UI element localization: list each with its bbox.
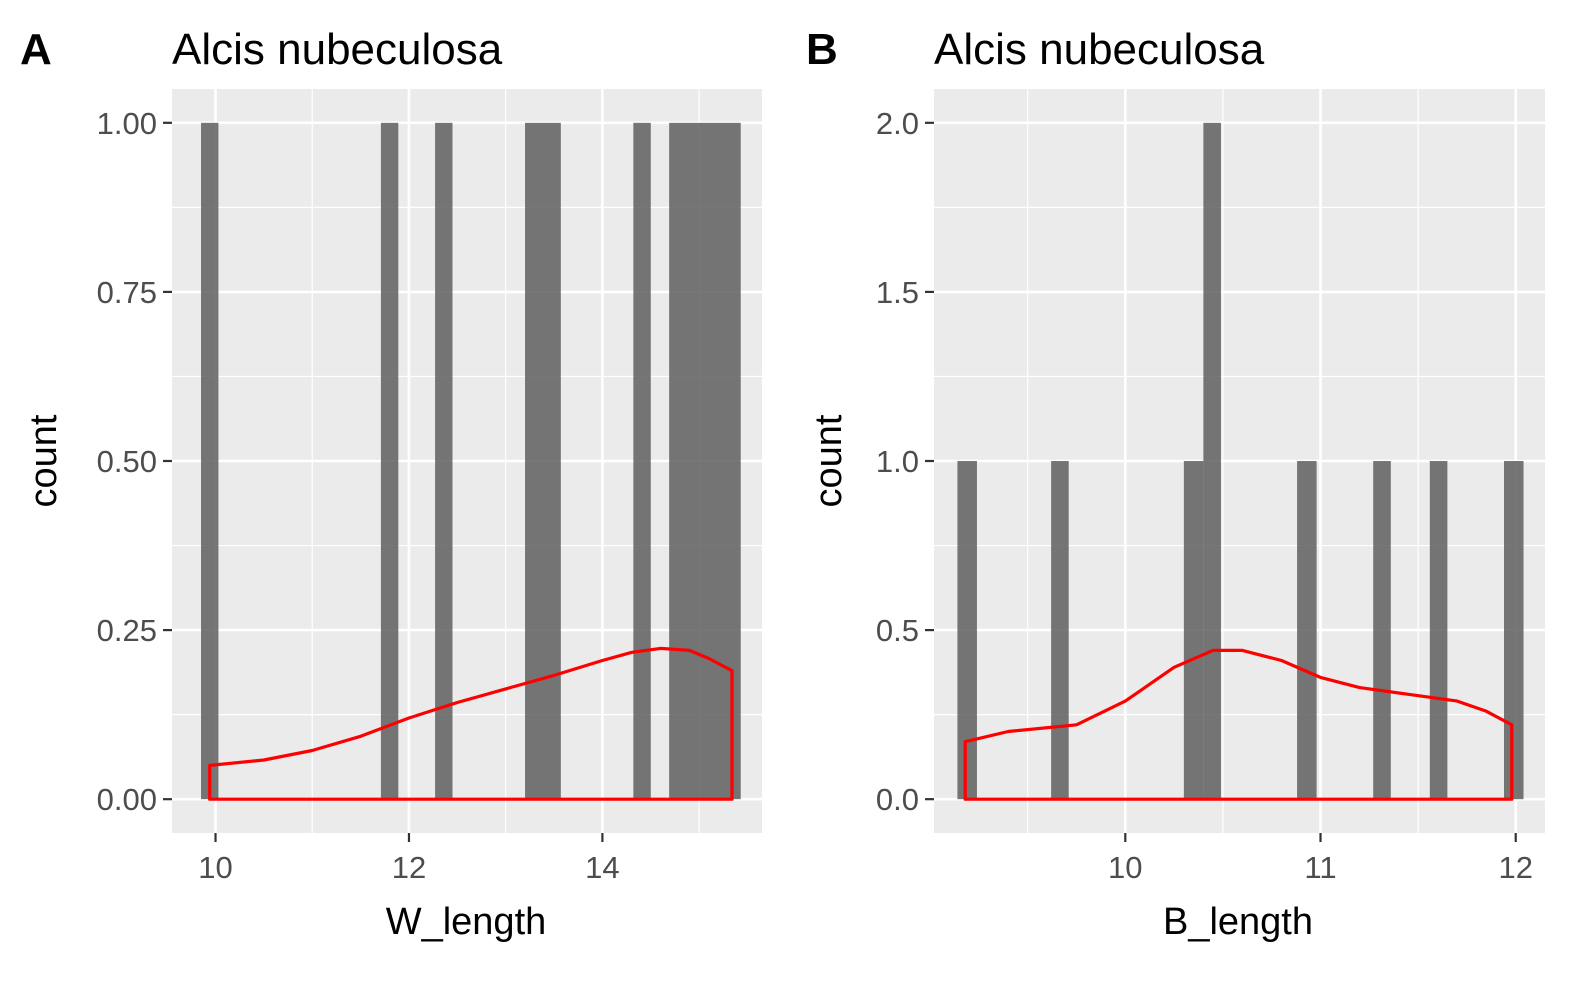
y-tick-label: 0.00 [97, 782, 157, 817]
y-axis-title-a: count [23, 414, 65, 507]
plot-area-b: 0.0 0.5 1.0 1.5 2.0 10 11 12 [876, 89, 1545, 885]
x-tick-label: 14 [585, 850, 619, 885]
y-tick-label: 0.0 [876, 782, 919, 817]
y-axis-title-b: count [808, 414, 850, 507]
x-tick-label: 12 [1498, 850, 1532, 885]
histogram-bar [525, 122, 561, 800]
y-tick-label: 0.75 [97, 275, 157, 310]
histogram-bar [1183, 461, 1204, 800]
histogram-bar [380, 122, 399, 800]
x-tick-label: 11 [1304, 850, 1336, 885]
histogram-bar [1297, 461, 1317, 800]
density-curve [208, 646, 734, 801]
histogram-bar [1373, 461, 1391, 800]
y-tick-label: 1.0 [876, 444, 919, 479]
y-tick-label: 1.00 [97, 106, 157, 141]
histogram-bar [1429, 461, 1448, 800]
panel-tag-a: A [20, 25, 52, 74]
y-tick-label: 0.50 [97, 444, 157, 479]
x-axis-title-b: B_length [1163, 901, 1313, 943]
histogram-bar [201, 122, 219, 800]
histogram-bar [1051, 461, 1069, 800]
density-curve [963, 648, 1514, 801]
histogram-bar [1504, 461, 1524, 800]
x-tick-label: 10 [1108, 850, 1142, 885]
panel-a: A Alcis nubeculosa 0.00 0.25 0.50 0.75 1.00 1… [20, 25, 762, 943]
y-tick-label: 2.0 [876, 106, 919, 141]
x-tick-label: 10 [198, 850, 232, 885]
panel-b: B Alcis nubeculosa 0.0 0.5 1.0 1.5 2.0 10 11 12… [806, 25, 1545, 943]
histogram-bar [1203, 122, 1221, 800]
plot-area-a: 0.00 0.25 0.50 0.75 1.00 10 12 14 [97, 89, 762, 885]
chart-title-b: Alcis nubeculosa [934, 25, 1265, 74]
y-tick-label: 1.5 [876, 275, 919, 310]
panel-tag-b: B [806, 25, 838, 74]
histogram-bar [957, 461, 977, 800]
histogram-bar [435, 122, 453, 800]
y-tick-label: 0.25 [97, 613, 157, 648]
x-axis-title-a: W_length [386, 901, 547, 943]
x-tick-label: 12 [392, 850, 426, 885]
histogram-bar [633, 122, 651, 800]
chart-title-a: Alcis nubeculosa [172, 25, 503, 74]
y-tick-label: 0.5 [876, 613, 919, 648]
histogram-bar [669, 122, 741, 800]
